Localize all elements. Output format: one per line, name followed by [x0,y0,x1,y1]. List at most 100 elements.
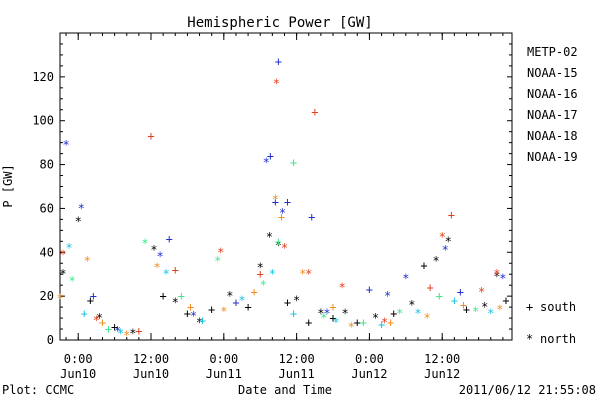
x-tick-label: 12:00 [424,352,460,366]
data-point-noaa-16-south: + [81,307,88,321]
x-tick-label: 12:00 [279,352,315,366]
y-tick-label: 60 [40,201,54,215]
north-label: north [540,332,576,346]
x-tick-date: Jun12 [424,367,460,381]
data-point-noaa-19-north: * [281,241,288,255]
y-tick-label: 20 [40,289,54,303]
data-point-noaa-17-north: * [472,304,479,318]
data-point-metp-02-north: * [96,311,103,325]
data-point-noaa-16-north: * [269,267,276,281]
data-point-noaa-19-north: * [493,267,500,281]
data-point-noaa-17-south: + [290,155,297,169]
data-point-noaa-15-north: * [279,206,286,220]
data-point-metp-02-south: + [160,289,167,303]
x-tick-label: 0:00 [209,352,238,366]
x-tick-label: 0:00 [64,352,93,366]
data-point-noaa-19-north: * [217,245,224,259]
x-tick-label: 12:00 [133,352,169,366]
data-point-noaa-15-north: * [78,201,85,215]
data-point-noaa-17-south: + [178,289,185,303]
y-tick-label: 40 [40,245,54,259]
data-point-metp-02-south: + [502,294,509,308]
south-label: south [540,300,576,314]
data-point-metp-02-south: + [305,315,312,329]
data-point-noaa-15-north: * [323,307,330,321]
data-point-noaa-16-south: + [378,318,385,332]
south-symbol: + [526,300,533,314]
data-point-metp-02-north: * [372,311,379,325]
data-point-noaa-17-north: * [396,307,403,321]
x-axis: 0:00Jun1012:00Jun100:00Jun1112:00Jun110:… [60,33,504,381]
data-point-noaa-18-south: + [99,315,106,329]
data-point-metp-02-north: * [433,254,440,268]
data-point-noaa-15-south: + [166,232,173,246]
data-point-noaa-17-north: * [141,237,148,251]
data-point-noaa-16-north: * [414,307,421,321]
data-point-metp-02-north: * [172,296,179,310]
data-point-metp-02-north: * [342,307,349,321]
data-point-noaa-17-south: + [436,289,443,303]
y-tick-label: 100 [32,114,54,128]
y-axis: 0 20 40 60 80 100 120 [32,43,512,347]
data-point-metp-02-north: * [75,215,82,229]
data-point-noaa-19-north: * [381,315,388,329]
data-point-noaa-18-north: * [153,261,160,275]
data-point-noaa-15-north: * [62,138,69,152]
data-point-noaa-16-north: * [238,294,245,308]
data-point-noaa-15-north: * [114,324,121,338]
data-point-noaa-18-north: * [220,304,227,318]
data-point-noaa-18-north: * [423,311,430,325]
data-point-metp-02-south: + [390,307,397,321]
data-point-noaa-15-north: * [442,243,449,257]
data-point-noaa-15-south: + [366,283,373,297]
data-point-noaa-17-north: * [320,311,327,325]
x-tick-date: Jun11 [279,367,315,381]
data-point-noaa-15-south: + [457,285,464,299]
data-point-metp-02-south: + [184,307,191,321]
north-symbol: * [526,332,533,346]
data-point-noaa-18-north: * [496,302,503,316]
data-point-noaa-19-south: + [426,280,433,294]
data-point-noaa-15-south: + [90,289,97,303]
data-point-metp-02-north: * [275,239,282,253]
data-point-noaa-18-south: + [329,300,336,314]
data-point-noaa-15-south: + [284,195,291,209]
data-point-noaa-17-north: * [260,278,267,292]
x-tick-date: Jun11 [206,367,242,381]
legend-item-noaa-18: NOAA-18 [527,129,578,143]
data-point-noaa-16-north: * [117,326,124,340]
data-point-noaa-19-south: + [257,267,264,281]
data-point-metp-02-south: + [354,315,361,329]
data-point-noaa-15-south: + [267,149,274,163]
x-tick-date: Jun10 [133,367,169,381]
x-tick-date: Jun10 [60,367,96,381]
data-point-noaa-18-south: + [278,210,285,224]
data-point-noaa-18-north: * [272,193,279,207]
data-point-noaa-15-south: + [232,296,239,310]
data-point-metp-02-north: * [196,315,203,329]
data-point-noaa-17-south: + [105,322,112,336]
data-point-noaa-19-north: * [305,267,312,281]
data-point-noaa-17-south: + [360,315,367,329]
data-point-noaa-18-south: + [251,285,258,299]
legend-item-metp-02: METP-02 [527,45,578,59]
data-point-noaa-17-south: + [275,234,282,248]
data-point-noaa-15-north: * [402,272,409,286]
data-point-metp-02-north: * [59,267,66,281]
data-point-metp-02-north: * [226,289,233,303]
data-point-noaa-15-south: + [308,210,315,224]
data-point-metp-02-north: * [445,234,452,248]
data-point-metp-02-north: * [317,307,324,321]
data-point-metp-02-south: + [329,311,336,325]
data-point-noaa-18-north: * [123,329,130,343]
data-point-noaa-19-south: + [172,263,179,277]
y-axis-label: P [GW] [1,164,15,207]
data-point-noaa-16-north: * [163,267,170,281]
plot-credit: Plot: CCMC [2,383,74,397]
data-point-noaa-19-north: * [59,247,66,261]
data-point-noaa-16-north: * [332,315,339,329]
data-point-metp-02-north: * [493,269,500,283]
data-point-metp-02-north: * [257,261,264,275]
data-point-noaa-19-south: + [448,208,455,222]
